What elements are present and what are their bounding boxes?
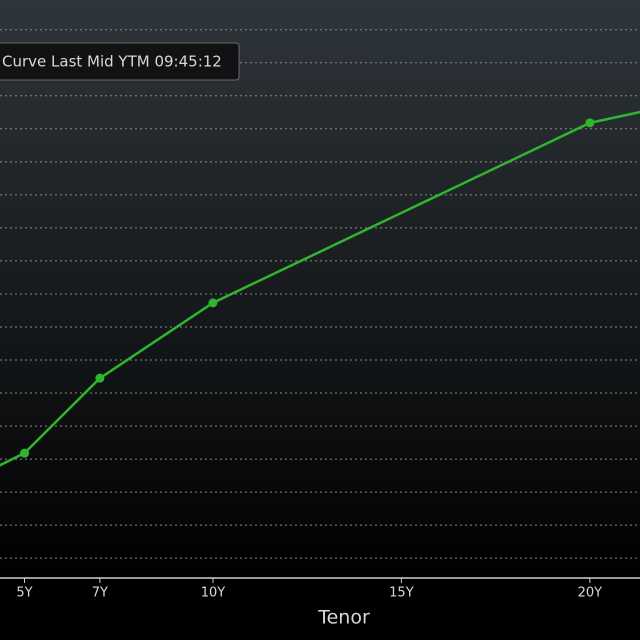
x-axis-title: Tenor [317, 607, 370, 629]
legend-entry: Curve Last Mid YTM 09:45:12 [2, 53, 222, 71]
x-tick-label: 20Y [578, 586, 603, 601]
series-line [0, 110, 640, 467]
x-tick-label: 7Y [92, 586, 108, 601]
plot-area [0, 110, 640, 467]
point [19, 448, 29, 458]
x-tick-label: 10Y [201, 586, 226, 601]
x-tick-label: 15Y [389, 586, 414, 601]
point [585, 118, 595, 128]
x-axis-ticks: 5Y 7Y 10Y 15Y 20Y [16, 578, 602, 601]
legend-box [0, 42, 240, 81]
point [208, 298, 218, 308]
x-tick-label: 5Y [16, 586, 32, 601]
point [95, 373, 105, 383]
plot-background [0, 0, 640, 578]
